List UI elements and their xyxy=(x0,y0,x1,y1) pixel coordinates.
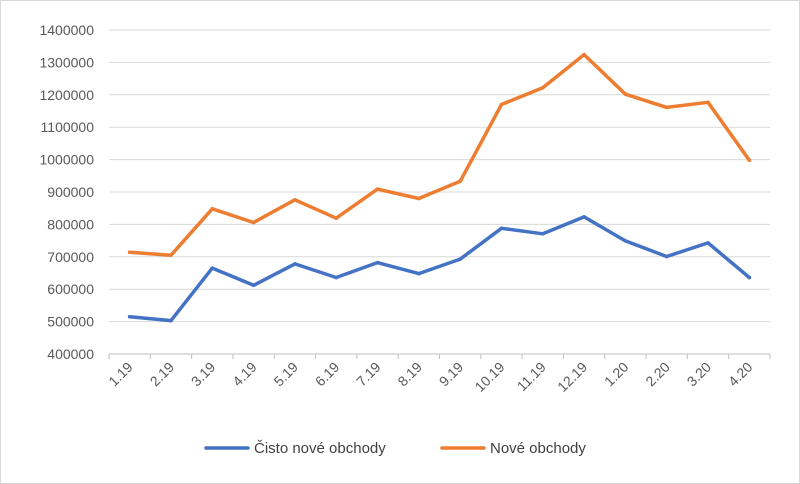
data-point-series-2 xyxy=(664,105,669,110)
x-tick-label: 4.19 xyxy=(229,359,260,390)
data-point-series-2 xyxy=(251,220,256,225)
x-tick-label: 4.20 xyxy=(725,359,756,390)
data-point-series-1 xyxy=(417,271,421,276)
data-point-series-1 xyxy=(623,239,628,243)
data-point-series-2 xyxy=(540,85,545,90)
y-tick-label: 800000 xyxy=(47,216,94,232)
data-point-series-2 xyxy=(210,207,215,211)
legend-label-series-2: Nové obchody xyxy=(490,440,586,457)
data-point-series-2 xyxy=(623,92,628,96)
x-tick-label: 9.19 xyxy=(436,359,467,390)
data-point-series-2 xyxy=(747,158,752,163)
x-tick-label: 2.20 xyxy=(642,359,673,390)
y-tick-label: 700000 xyxy=(47,249,94,265)
data-point-series-2 xyxy=(706,100,710,105)
x-axis-tick-labels: 1.19 2.19 3.19 4.19 5.19 6.19 7.19 8.19 9.19 10.1… xyxy=(105,354,771,395)
data-point-series-2 xyxy=(334,216,339,221)
x-tick-label: 2.19 xyxy=(147,359,178,390)
data-point-series-2 xyxy=(499,102,504,107)
x-tick-label: 1.20 xyxy=(601,359,632,390)
legend: Čisto nové obchody Nové obchody xyxy=(204,440,586,457)
y-tick-label: 1400000 xyxy=(39,22,94,38)
x-tick-label: 11.19 xyxy=(514,359,550,395)
data-point-series-2 xyxy=(582,52,586,57)
data-point-series-1 xyxy=(499,226,504,231)
x-tick-label: 6.19 xyxy=(312,359,343,390)
series-line-1 xyxy=(127,215,752,323)
data-point-series-1 xyxy=(334,275,339,280)
data-point-series-1 xyxy=(127,314,132,319)
y-tick-label: 1000000 xyxy=(39,152,94,168)
y-tick-label: 1100000 xyxy=(41,119,95,135)
y-tick-label: 600000 xyxy=(47,281,94,297)
data-point-series-1 xyxy=(458,257,462,261)
data-point-series-1 xyxy=(251,283,256,288)
x-tick-label: 3.19 xyxy=(188,359,219,390)
data-point-series-2 xyxy=(169,253,173,257)
y-tick-label: 1200000 xyxy=(39,87,94,103)
x-tick-label: 5.19 xyxy=(270,359,301,390)
y-tick-label: 900000 xyxy=(47,184,94,200)
x-tick-label: 3.20 xyxy=(684,359,715,390)
y-tick-label: 1300000 xyxy=(39,54,94,70)
y-tick-label: 400000 xyxy=(47,346,94,362)
data-point-series-2 xyxy=(417,196,421,201)
x-tick-label: 1.19 xyxy=(105,359,136,390)
series-line-2 xyxy=(127,52,752,257)
data-point-series-1 xyxy=(210,266,215,270)
y-tick-label: 500000 xyxy=(47,314,94,330)
data-point-series-2 xyxy=(375,187,380,191)
data-point-series-1 xyxy=(293,262,297,266)
x-tick-label: 10.19 xyxy=(471,359,507,395)
data-point-series-2 xyxy=(293,197,297,202)
x-tick-label: 7.19 xyxy=(353,359,384,390)
data-point-series-1 xyxy=(747,275,752,280)
data-point-series-1 xyxy=(664,254,669,259)
legend-label-series-1: Čisto nové obchody xyxy=(254,440,386,457)
data-point-series-1 xyxy=(169,318,173,323)
y-axis-tick-labels: 400000 500000 600000 700000 800000 900000 1000… xyxy=(39,22,94,362)
x-tick-label: 8.19 xyxy=(394,359,425,390)
series-lines xyxy=(127,52,752,323)
data-point-series-2 xyxy=(458,179,462,184)
data-point-series-1 xyxy=(706,241,710,245)
data-point-series-1 xyxy=(540,231,545,236)
gridlines xyxy=(109,29,770,355)
data-point-series-1 xyxy=(582,215,586,219)
x-tick-label: 12.19 xyxy=(554,359,590,395)
data-point-series-2 xyxy=(127,250,132,255)
data-point-series-1 xyxy=(375,260,380,265)
